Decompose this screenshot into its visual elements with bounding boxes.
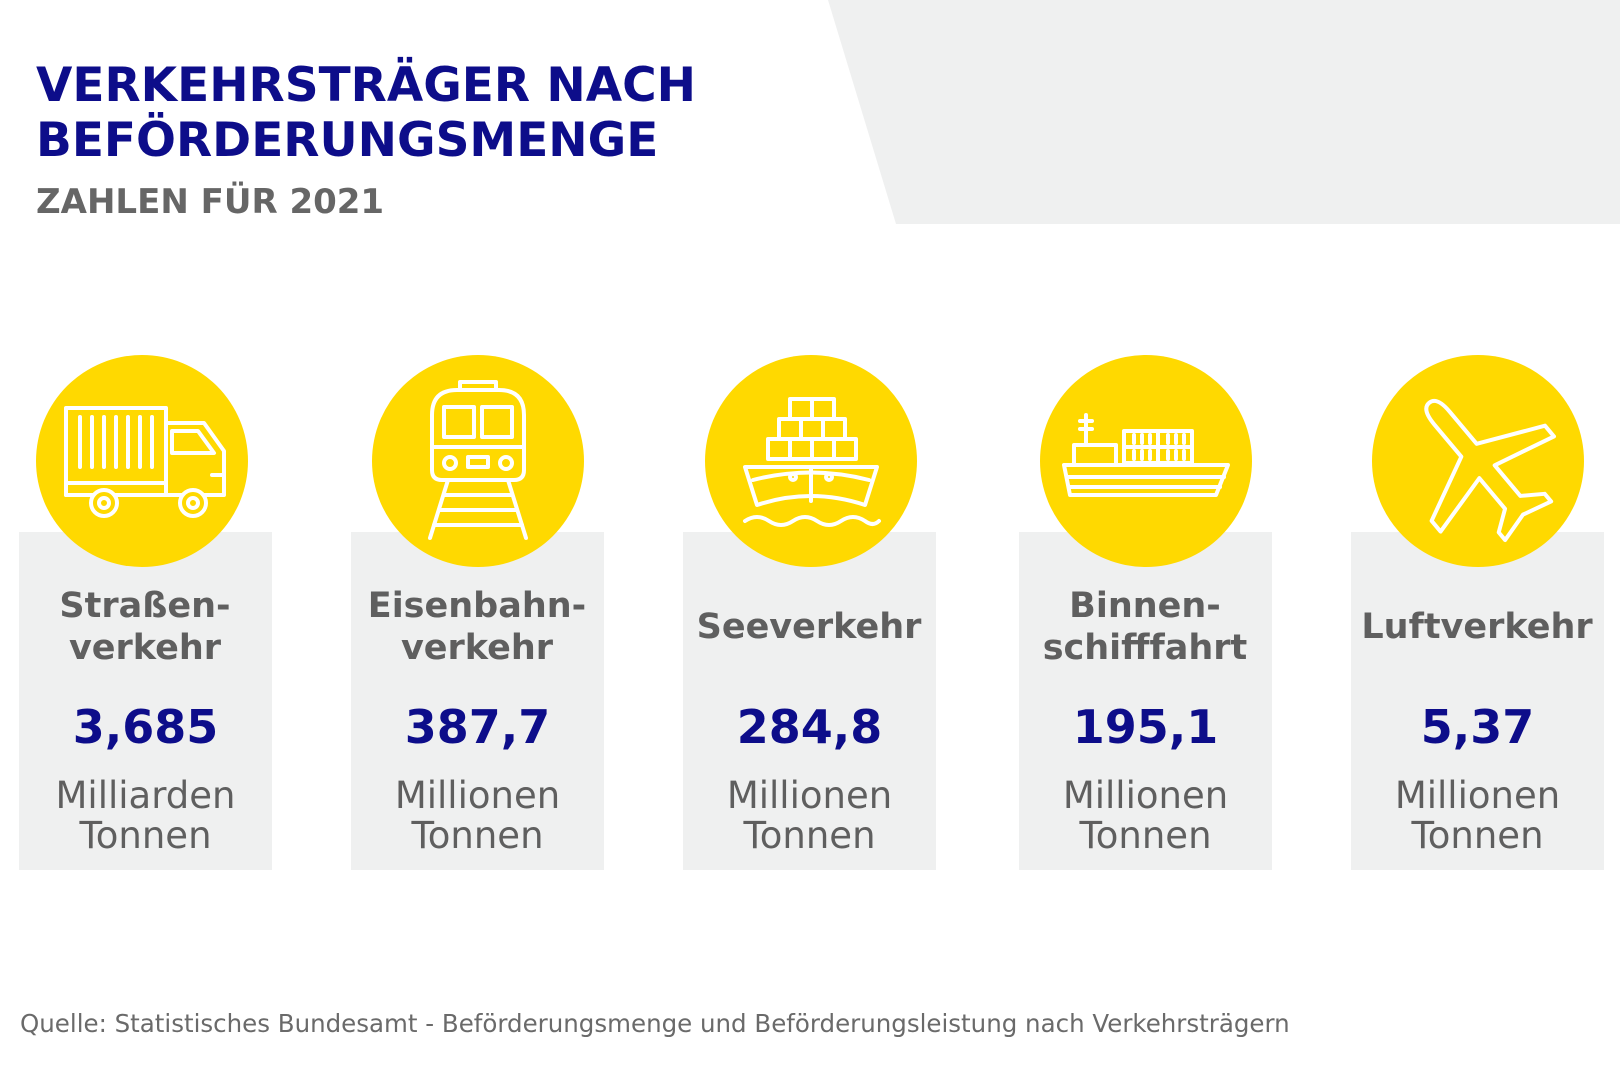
train-icon	[428, 380, 528, 540]
unit-line: Millionen	[1394, 774, 1561, 817]
unit-line: Tonnen	[411, 814, 544, 857]
label-line: Binnen-	[1069, 586, 1221, 626]
unit-seeverkehr: Millionen Tonnen	[683, 776, 936, 856]
icon-circle-strassenverkehr	[36, 355, 248, 567]
icon-circle-eisenbahnverkehr	[372, 355, 584, 567]
unit-line: Tonnen	[1079, 814, 1212, 857]
page-title: VERKEHRSTRÄGER NACH BEFÖRDERUNGSMENGE	[36, 58, 696, 168]
value-eisenbahnverkehr: 387,7	[404, 700, 551, 754]
label-eisenbahnverkehr: Eisenbahn- verkehr	[327, 585, 627, 669]
label-line: Straßen-	[59, 586, 231, 626]
card-luftverkehr	[1351, 532, 1604, 870]
card-seeverkehr	[683, 532, 936, 870]
unit-line: Tonnen	[1411, 814, 1544, 857]
value-binnenschifffahrt: 195,1	[1072, 700, 1219, 754]
card-strassenverkehr	[19, 532, 272, 870]
unit-line: Millionen	[394, 774, 561, 817]
card-eisenbahnverkehr	[351, 532, 604, 870]
page-title-line-2: BEFÖRDERUNGSMENGE	[36, 113, 659, 168]
unit-line: Tonnen	[79, 814, 212, 857]
inland-ship-icon	[1062, 413, 1230, 497]
label-line: Luftverkehr	[1361, 607, 1593, 647]
card-binnenschifffahrt	[1019, 532, 1272, 870]
page-subtitle: ZAHLEN FÜR 2021	[36, 182, 385, 222]
value-seeverkehr: 284,8	[736, 700, 883, 754]
airplane-icon	[1424, 398, 1556, 543]
value-strassenverkehr: 3,685	[72, 700, 219, 754]
header-decoration	[828, 0, 1620, 224]
label-line: Eisenbahn-	[367, 586, 587, 626]
label-line: Seeverkehr	[696, 607, 922, 647]
icon-circle-luftverkehr	[1372, 355, 1584, 567]
truck-icon	[64, 406, 226, 518]
unit-line: Millionen	[1062, 774, 1229, 817]
unit-eisenbahnverkehr: Millionen Tonnen	[351, 776, 604, 856]
value-luftverkehr: 5,37	[1420, 700, 1535, 754]
label-binnenschifffahrt: Binnen- schifffahrt	[995, 585, 1295, 669]
source-note: Quelle: Statistisches Bundesamt - Beförd…	[20, 1009, 1290, 1038]
unit-line: Tonnen	[743, 814, 876, 857]
label-seeverkehr: Seeverkehr	[659, 606, 959, 648]
icon-circle-binnenschifffahrt	[1040, 355, 1252, 567]
page-title-line-1: VERKEHRSTRÄGER NACH	[36, 58, 696, 113]
unit-line: Milliarden	[55, 774, 236, 817]
label-line: schifffahrt	[1042, 628, 1248, 668]
label-line: verkehr	[68, 628, 222, 668]
label-line: verkehr	[400, 628, 554, 668]
icon-circle-seeverkehr	[705, 355, 917, 567]
unit-binnenschifffahrt: Millionen Tonnen	[1019, 776, 1272, 856]
unit-line: Millionen	[726, 774, 893, 817]
unit-luftverkehr: Millionen Tonnen	[1351, 776, 1604, 856]
label-strassenverkehr: Straßen- verkehr	[0, 585, 295, 669]
container-ship-icon	[743, 397, 881, 527]
label-luftverkehr: Luftverkehr	[1327, 606, 1620, 648]
unit-strassenverkehr: Milliarden Tonnen	[19, 776, 272, 856]
